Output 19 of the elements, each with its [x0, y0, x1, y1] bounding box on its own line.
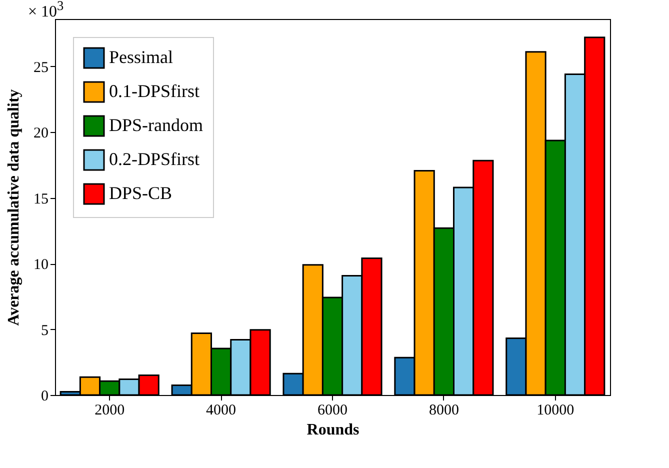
- y-tick-label: 0: [41, 388, 48, 404]
- legend-label: Pessimal: [109, 47, 174, 67]
- x-tick-label: 6000: [318, 402, 348, 418]
- x-tick-label: 2000: [94, 402, 125, 418]
- legend-label: DPS-random: [109, 115, 203, 135]
- y-tick-label: 10: [34, 257, 48, 274]
- legend-label: 0.2-DPSfirst: [109, 149, 200, 169]
- x-tick-label: 10000: [536, 402, 574, 418]
- x-tick-label: 8000: [428, 402, 459, 418]
- legend-label: 0.1-DPSfirst: [109, 81, 200, 101]
- legend-label: DPS-CB: [109, 183, 172, 203]
- y-tick-label: 25: [34, 60, 48, 76]
- y-axis-title: Average accumulative data quality: [6, 89, 22, 326]
- y-tick-label: 20: [34, 126, 48, 142]
- y-tick-label: 15: [34, 191, 48, 208]
- annotation: × 10$^{3}$: [28, 0, 64, 22]
- x-axis-title: Rounds: [306, 422, 360, 438]
- y-tick-label: 5: [41, 322, 48, 339]
- x-tick-label: 4000: [206, 402, 236, 418]
